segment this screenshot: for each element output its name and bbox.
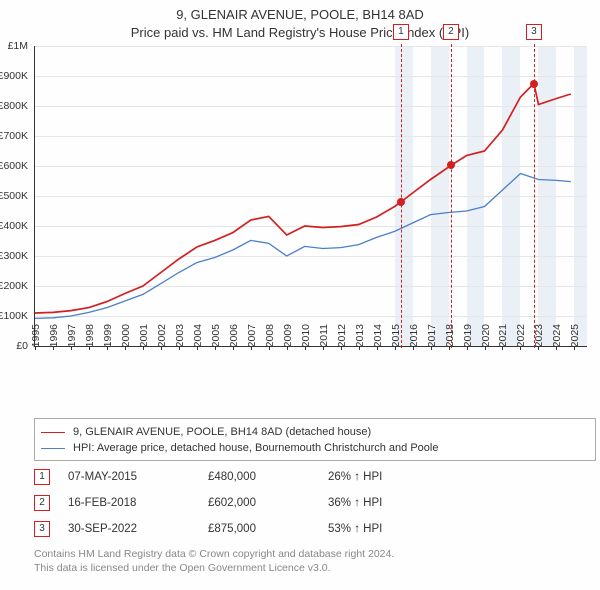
chart: 123 £0£100K£200K£300K£400K£500K£600K£700… (34, 46, 586, 366)
legend-label-hpi: HPI: Average price, detached house, Bour… (73, 442, 438, 454)
sale-number-box: 2 (443, 24, 459, 40)
ytick-label: £500K (0, 190, 28, 202)
xtick-label: 2009 (282, 324, 294, 364)
xtick-label: 1996 (48, 324, 60, 364)
xtick-label: 2011 (318, 324, 330, 364)
legend-item: HPI: Average price, detached house, Bour… (41, 440, 589, 456)
xtick-label: 2014 (372, 324, 384, 364)
xtick-label: 2024 (551, 324, 563, 364)
plot-area: 123 (34, 46, 587, 347)
sales-row-pct: 36% ↑ HPI (328, 497, 448, 509)
sales-row-price: £480,000 (208, 471, 328, 483)
series-lines (35, 46, 587, 346)
sales-row-num: 3 (34, 521, 50, 537)
xtick-label: 2002 (156, 324, 168, 364)
xtick-label: 2022 (515, 324, 527, 364)
ytick-label: £1M (0, 40, 28, 52)
title-line-1: 9, GLENAIR AVENUE, POOLE, BH14 8AD (0, 6, 600, 24)
xtick-label: 1998 (84, 324, 96, 364)
ytick-label: £0 (0, 340, 28, 352)
sales-table: 1 07-MAY-2015£480,00026% ↑ HPI 2 16-FEB-201… (34, 464, 582, 542)
sale-number-box: 3 (526, 24, 542, 40)
footer-line-2: This data is licensed under the Open Gov… (34, 562, 582, 576)
ytick-label: £100K (0, 310, 28, 322)
ytick-label: £800K (0, 100, 28, 112)
xtick-label: 1997 (66, 324, 78, 364)
xtick-label: 2010 (300, 324, 312, 364)
legend-label-subject: 9, GLENAIR AVENUE, POOLE, BH14 8AD (deta… (73, 426, 371, 438)
xtick-label: 2019 (462, 324, 474, 364)
sales-row-date: 07-MAY-2015 (68, 471, 208, 483)
sales-row-date: 16-FEB-2018 (68, 497, 208, 509)
xtick-label: 2000 (120, 324, 132, 364)
footer-line-1: Contains HM Land Registry data © Crown c… (34, 548, 582, 562)
sale-dot (447, 161, 455, 169)
sales-row-pct: 26% ↑ HPI (328, 471, 448, 483)
xtick-label: 2006 (228, 324, 240, 364)
sale-vline (401, 44, 402, 348)
series-hpi (35, 174, 571, 319)
legend-item: 9, GLENAIR AVENUE, POOLE, BH14 8AD (deta… (41, 424, 589, 440)
legend-swatch-subject (41, 432, 65, 433)
xtick-label: 2001 (138, 324, 150, 364)
sales-row-pct: 53% ↑ HPI (328, 523, 448, 535)
ytick-label: £700K (0, 130, 28, 142)
xtick-label: 2016 (408, 324, 420, 364)
sale-number-box: 1 (393, 24, 409, 40)
xtick-label: 2023 (533, 324, 545, 364)
ytick-label: £600K (0, 160, 28, 172)
xtick-label: 1995 (30, 324, 42, 364)
xtick-label: 2008 (264, 324, 276, 364)
sales-row: 2 16-FEB-2018£602,00036% ↑ HPI (34, 490, 582, 516)
xtick-label: 2020 (480, 324, 492, 364)
sales-row-num: 1 (34, 469, 50, 485)
xtick-label: 2021 (497, 324, 509, 364)
title-line-2: Price paid vs. HM Land Registry's House … (0, 24, 600, 42)
series-subject (35, 84, 571, 314)
ytick-label: £300K (0, 250, 28, 262)
chart-title: 9, GLENAIR AVENUE, POOLE, BH14 8AD Price… (0, 0, 600, 42)
sales-row-price: £875,000 (208, 523, 328, 535)
sale-dot (530, 80, 538, 88)
sales-row-price: £602,000 (208, 497, 328, 509)
ytick-label: £400K (0, 220, 28, 232)
xtick-label: 1999 (102, 324, 114, 364)
sales-row: 1 07-MAY-2015£480,00026% ↑ HPI (34, 464, 582, 490)
sales-row-date: 30-SEP-2022 (68, 523, 208, 535)
sales-row-num: 2 (34, 495, 50, 511)
legend: 9, GLENAIR AVENUE, POOLE, BH14 8AD (deta… (34, 418, 596, 461)
xtick-label: 2015 (390, 324, 402, 364)
xtick-label: 2013 (354, 324, 366, 364)
sales-row: 3 30-SEP-2022£875,00053% ↑ HPI (34, 516, 582, 542)
sale-dot (397, 198, 405, 206)
xtick-label: 2004 (192, 324, 204, 364)
xtick-label: 2025 (569, 324, 581, 364)
footer-attribution: Contains HM Land Registry data © Crown c… (34, 548, 582, 575)
xtick-label: 2012 (336, 324, 348, 364)
xtick-label: 2005 (210, 324, 222, 364)
sale-vline (534, 44, 535, 348)
legend-swatch-hpi (41, 448, 65, 449)
ytick-label: £200K (0, 280, 28, 292)
sale-vline (451, 44, 452, 348)
xtick-label: 2003 (174, 324, 186, 364)
xtick-label: 2007 (246, 324, 258, 364)
ytick-label: £900K (0, 70, 28, 82)
xtick-label: 2018 (444, 324, 456, 364)
xtick-label: 2017 (426, 324, 438, 364)
